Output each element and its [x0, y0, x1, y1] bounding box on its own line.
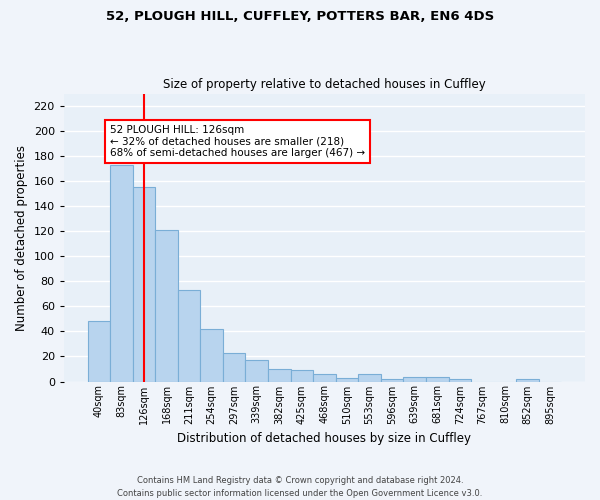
- Bar: [110, 165, 133, 382]
- X-axis label: Distribution of detached houses by size in Cuffley: Distribution of detached houses by size …: [178, 432, 472, 445]
- Text: 52 PLOUGH HILL: 126sqm
← 32% of detached houses are smaller (218)
68% of semi-de: 52 PLOUGH HILL: 126sqm ← 32% of detached…: [110, 125, 365, 158]
- Bar: [155, 230, 178, 382]
- Bar: [358, 374, 381, 382]
- Bar: [223, 352, 245, 382]
- Bar: [449, 379, 471, 382]
- Bar: [313, 374, 335, 382]
- Bar: [290, 370, 313, 382]
- Bar: [426, 376, 449, 382]
- Text: Contains HM Land Registry data © Crown copyright and database right 2024.
Contai: Contains HM Land Registry data © Crown c…: [118, 476, 482, 498]
- Bar: [381, 379, 403, 382]
- Text: 52, PLOUGH HILL, CUFFLEY, POTTERS BAR, EN6 4DS: 52, PLOUGH HILL, CUFFLEY, POTTERS BAR, E…: [106, 10, 494, 23]
- Bar: [516, 379, 539, 382]
- Bar: [245, 360, 268, 382]
- Bar: [200, 329, 223, 382]
- Bar: [178, 290, 200, 382]
- Title: Size of property relative to detached houses in Cuffley: Size of property relative to detached ho…: [163, 78, 486, 91]
- Bar: [403, 376, 426, 382]
- Bar: [133, 188, 155, 382]
- Y-axis label: Number of detached properties: Number of detached properties: [15, 144, 28, 330]
- Bar: [88, 322, 110, 382]
- Bar: [335, 378, 358, 382]
- Bar: [268, 369, 290, 382]
